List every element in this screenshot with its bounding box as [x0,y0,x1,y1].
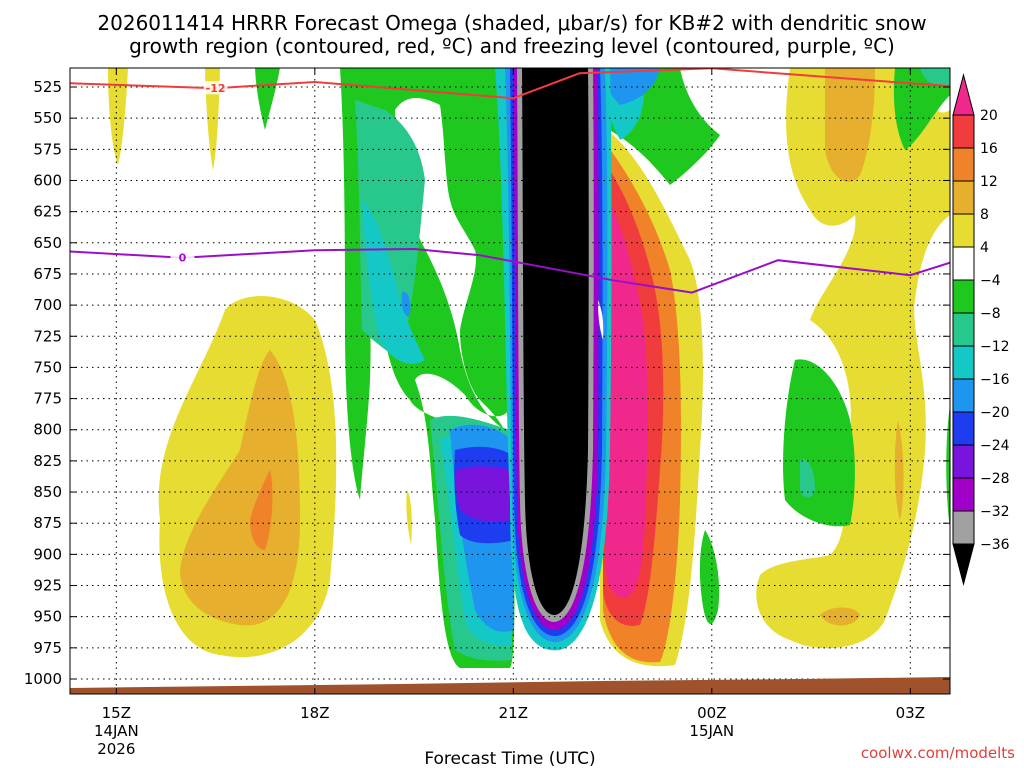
y-tick-label: 600 [33,171,62,189]
plot-area: -12 0 [70,68,950,694]
contour-label-bg [170,250,195,264]
omega-green-top-small [255,68,280,130]
colorbar-tick-label: −8 [980,306,1001,322]
freezing-level-contour [70,247,950,294]
chart-title-line-1: 2026011414 HRRR Forecast Omega (shaded, … [97,11,926,35]
colorbar-tick-label: −12 [980,339,1010,355]
omega-dark-orange-left [250,470,273,550]
omega-cyan-left [362,200,425,364]
colorbar-tick-label: 4 [980,240,989,256]
x-tick-label: 00Z [697,704,726,722]
y-tick-label: 700 [33,296,62,314]
y-tick-label: 650 [33,234,62,252]
colorbar-swatch [952,378,975,413]
colorbar-swatch [952,246,975,281]
omega-white-sliver-right [598,300,604,340]
colorbar-swatch [952,510,975,545]
y-tick-label: 950 [33,608,62,626]
omega-orange-top-right [825,68,875,182]
y-tick-label: 525 [33,78,62,96]
omega-purple-left-of-core [455,466,512,522]
omega-yellow-small-streak [406,490,412,545]
contour-label: 0 [179,252,187,265]
omega-green-right-edge [946,405,950,530]
omega-yellow-top-left-streak [108,68,128,165]
omega-orange-far-right-streak [894,420,904,520]
colorbar-swatch [952,312,975,347]
colorbar-swatch [952,543,975,586]
colorbar-swatch [952,114,975,149]
x-tick-label: 03Z [896,704,925,722]
y-tick-label: 1000 [24,670,62,688]
omega-magenta-center-right [605,190,648,598]
colorbar-tick-label: −4 [980,273,1001,289]
x-tick-label: 18Z [300,704,329,722]
omega-green-far-right-top [893,68,950,150]
colorbar-tick-label: −32 [980,504,1010,520]
contour-lines: -12 0 [70,68,950,294]
omega-blue-small-left [401,291,411,317]
omega-orange-left [180,350,300,626]
colorbar-tick-label: −24 [980,438,1010,454]
y-tick-label: 725 [33,327,62,345]
y-tick-label: 825 [33,452,62,470]
colorbar-swatch [952,73,975,116]
y-tick-label: 550 [33,109,62,127]
gridlines [70,68,950,694]
x-tick-year-label: 2026 [97,740,135,758]
y-tick-label: 925 [33,577,62,595]
colorbar-swatch [952,345,975,380]
colorbar-tick-label: −28 [980,471,1010,487]
colorbar-tick-label: −16 [980,372,1010,388]
terrain-surface [70,677,950,694]
x-tick-date-label: 14JAN [94,722,139,740]
omega-blue-top-right [600,68,660,105]
omega-seafoam-mid-right [800,459,815,498]
x-axis-label: Forecast Time (UTC) [424,749,595,768]
colorbar-swatch [952,444,975,479]
chart-title-line-2: growth region (contoured, red, ºC) and f… [129,34,895,58]
x-tick-label: 15Z [102,704,131,722]
y-tick-label: 625 [33,203,62,221]
omega-green-small-bottom [699,530,720,624]
colorbar-tick-label: 12 [980,174,998,190]
omega-seafoam-top-right-patch [920,68,950,87]
omega-core-black [522,68,589,616]
colorbar-swatch [952,411,975,446]
colorbar-tick-label: 8 [980,207,989,223]
colorbar-swatch [952,477,975,512]
plot-frame [69,67,951,695]
y-tick-label: 775 [33,390,62,408]
y-tick-label: 975 [33,639,62,657]
colorbar-tick-label: −20 [980,405,1010,421]
y-tick-label: 875 [33,514,62,532]
dendritic-growth-contour [70,68,950,100]
colorbar-swatch [952,180,975,215]
x-axis: 15Z14JAN202618Z21Z00Z15JAN03Z06Z [94,68,925,758]
y-tick-label: 575 [33,140,62,158]
y-tick-label: 800 [33,421,62,439]
x-tick-label: 21Z [499,704,528,722]
contour-label-bg [203,81,228,95]
y-axis: 525 550 575 600 625 650 675 700 725 750 775 800 825 8… [24,78,950,688]
colorbar-swatch [952,147,975,182]
colorbar: 20 16 12 8 4 −4 −8 −12 −16 −20 −24 −28 −32 −36 [952,73,1010,586]
y-tick-label: 850 [33,483,62,501]
y-tick-label: 675 [33,265,62,283]
x-tick-date-label: 15JAN [689,722,734,740]
colorbar-tick-label: 16 [980,141,998,157]
colorbar-swatch [952,213,975,248]
colorbar-swatch [952,279,975,314]
contour-label: -12 [206,82,226,95]
colorbar-tick-label: −36 [980,537,1010,553]
y-tick-label: 750 [33,358,62,376]
colorbar-tick-label: 20 [980,108,998,124]
y-tick-label: 900 [33,545,62,563]
credit-text: coolwx.com/modelts [861,744,1015,762]
